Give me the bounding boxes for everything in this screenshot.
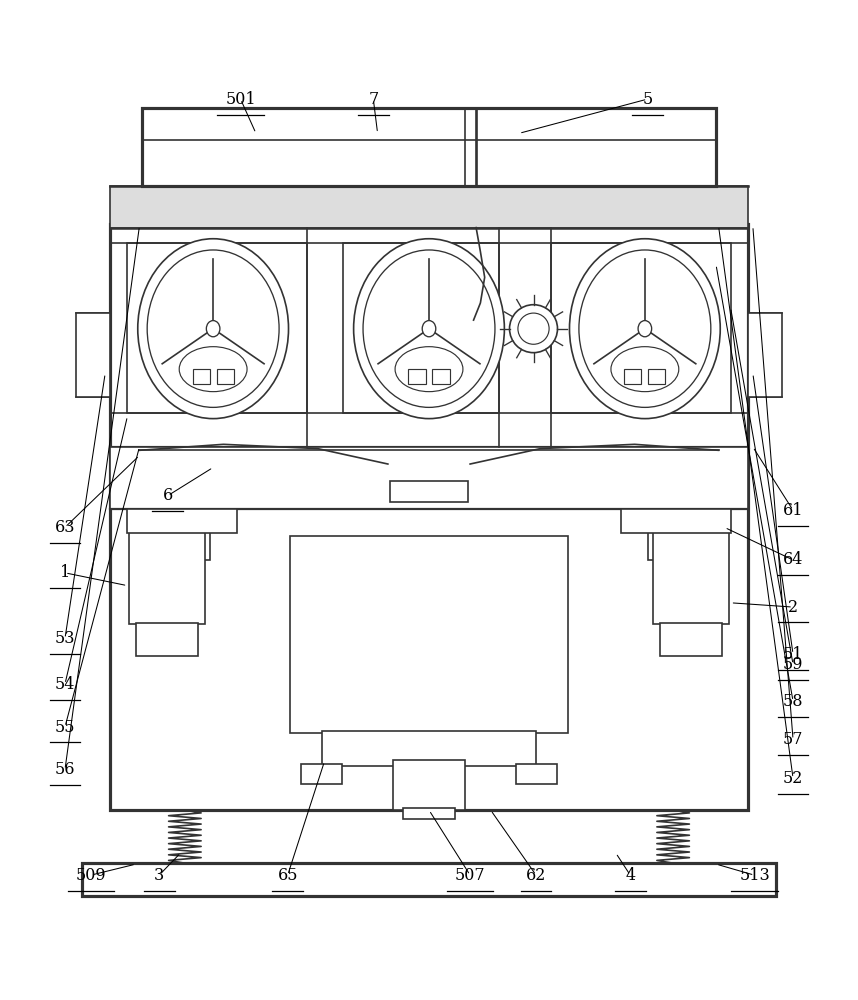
Text: 7: 7 bbox=[368, 91, 378, 108]
Bar bbox=[408, 369, 426, 384]
Text: 1: 1 bbox=[60, 564, 70, 581]
Bar bbox=[747, 313, 782, 397]
Bar bbox=[625, 369, 642, 384]
Bar bbox=[300, 764, 341, 784]
Bar bbox=[111, 224, 747, 447]
Text: 61: 61 bbox=[782, 502, 803, 519]
Text: 3: 3 bbox=[154, 867, 164, 884]
Ellipse shape bbox=[510, 305, 558, 353]
Bar bbox=[157, 531, 209, 560]
Bar bbox=[621, 509, 730, 533]
Bar bbox=[76, 313, 111, 397]
Ellipse shape bbox=[138, 239, 288, 419]
Text: 513: 513 bbox=[739, 867, 770, 884]
Bar bbox=[661, 623, 722, 656]
Ellipse shape bbox=[570, 239, 720, 419]
Text: 4: 4 bbox=[625, 867, 636, 884]
Bar bbox=[551, 243, 730, 413]
Text: 54: 54 bbox=[55, 676, 76, 693]
Text: 52: 52 bbox=[782, 770, 803, 787]
Text: 509: 509 bbox=[76, 867, 106, 884]
Text: 56: 56 bbox=[55, 761, 76, 778]
Text: 57: 57 bbox=[782, 731, 803, 748]
Bar bbox=[136, 623, 197, 656]
Ellipse shape bbox=[638, 321, 651, 337]
Ellipse shape bbox=[422, 321, 436, 337]
Bar bbox=[649, 531, 701, 560]
Bar bbox=[130, 530, 204, 624]
Text: 6: 6 bbox=[163, 487, 172, 504]
Bar bbox=[111, 186, 747, 228]
Bar bbox=[393, 760, 465, 810]
Bar bbox=[111, 447, 747, 509]
Text: 63: 63 bbox=[55, 519, 76, 536]
Bar bbox=[343, 243, 499, 413]
Bar bbox=[654, 530, 728, 624]
Text: 501: 501 bbox=[226, 91, 256, 108]
Text: 2: 2 bbox=[788, 599, 798, 616]
Text: 55: 55 bbox=[55, 719, 76, 736]
Ellipse shape bbox=[207, 321, 220, 337]
Bar bbox=[192, 369, 209, 384]
Bar bbox=[82, 863, 776, 896]
Bar bbox=[290, 536, 568, 733]
Bar bbox=[322, 731, 536, 766]
Text: 64: 64 bbox=[782, 551, 803, 568]
Bar bbox=[649, 369, 666, 384]
Bar bbox=[142, 108, 716, 186]
Text: 58: 58 bbox=[782, 693, 803, 710]
Ellipse shape bbox=[353, 239, 505, 419]
Text: 51: 51 bbox=[782, 646, 803, 663]
Bar bbox=[128, 509, 237, 533]
Bar bbox=[216, 369, 233, 384]
Bar bbox=[432, 369, 450, 384]
Bar bbox=[111, 449, 747, 810]
Bar bbox=[128, 243, 307, 413]
Text: 5: 5 bbox=[643, 91, 653, 108]
Text: 59: 59 bbox=[782, 656, 803, 673]
Text: 65: 65 bbox=[277, 867, 298, 884]
Bar bbox=[403, 808, 455, 819]
Bar bbox=[517, 764, 558, 784]
Text: 507: 507 bbox=[455, 867, 486, 884]
Bar bbox=[390, 481, 468, 502]
Text: 53: 53 bbox=[55, 630, 76, 647]
Text: 62: 62 bbox=[526, 867, 547, 884]
